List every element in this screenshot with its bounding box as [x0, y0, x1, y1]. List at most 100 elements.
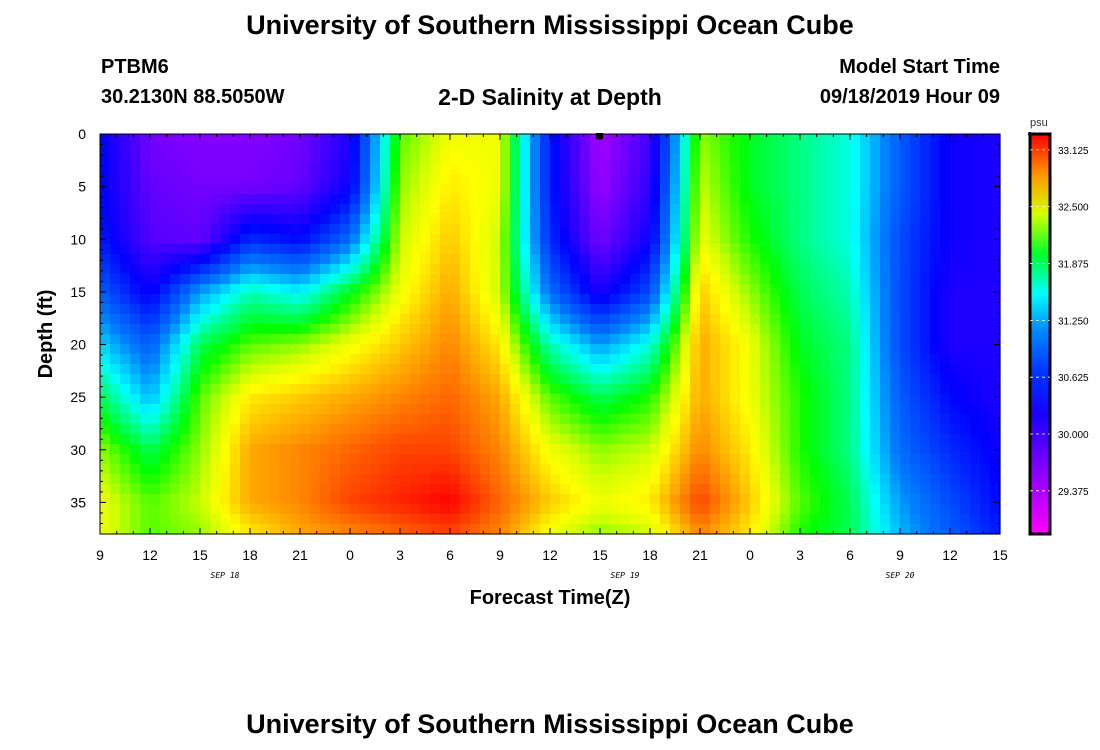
heatmap-cell [290, 224, 301, 235]
heatmap-cell [590, 214, 601, 225]
heatmap-cell [480, 514, 491, 525]
heatmap-cell [910, 444, 921, 455]
x-tick-label: 15 [592, 547, 608, 563]
heatmap-cell [210, 134, 221, 145]
heatmap-cell [380, 514, 391, 525]
heatmap-cell [820, 134, 831, 145]
heatmap-cell [550, 174, 561, 185]
heatmap-cell [250, 194, 261, 205]
heatmap-cell [980, 324, 991, 335]
heatmap-cell [420, 374, 431, 385]
heatmap-cell [630, 204, 641, 215]
heatmap-cell [650, 484, 661, 495]
heatmap-cell [820, 324, 831, 335]
heatmap-cell [540, 144, 551, 155]
heatmap-cell [930, 254, 941, 265]
heatmap-cell [450, 144, 461, 155]
heatmap-cell [650, 174, 661, 185]
heatmap-cell [570, 264, 581, 275]
heatmap-cell [820, 174, 831, 185]
heatmap-cell [850, 174, 861, 185]
heatmap-cell [780, 134, 791, 145]
heatmap-cell [870, 364, 881, 375]
heatmap-cell [940, 184, 951, 195]
heatmap-cell [680, 224, 691, 235]
heatmap-cell [400, 294, 411, 305]
heatmap-cell [450, 424, 461, 435]
heatmap-cell [210, 484, 221, 495]
heatmap-cell [210, 374, 221, 385]
heatmap-cell [420, 154, 431, 165]
heatmap-cell [760, 184, 771, 195]
heatmap-cell [600, 254, 611, 265]
heatmap-cell [120, 194, 131, 205]
heatmap-cell [170, 414, 181, 425]
heatmap-cell [350, 204, 361, 215]
heatmap-cell [720, 194, 731, 205]
heatmap-cell [930, 144, 941, 155]
heatmap-cell [690, 294, 701, 305]
heatmap-cell [350, 194, 361, 205]
heatmap-cell [860, 394, 871, 405]
heatmap-cell [320, 364, 331, 375]
heatmap-cell [330, 414, 341, 425]
heatmap-cell [530, 194, 541, 205]
heatmap-cell [100, 414, 111, 425]
heatmap-cell [820, 184, 831, 195]
heatmap-cell [830, 394, 841, 405]
heatmap-cell [370, 374, 381, 385]
heatmap-cell [920, 394, 931, 405]
heatmap-cell [300, 244, 311, 255]
heatmap-cell [840, 324, 851, 335]
heatmap-cell [440, 384, 451, 395]
heatmap-cell [620, 524, 631, 535]
heatmap-cell [970, 204, 981, 215]
heatmap-cell [520, 494, 531, 505]
heatmap-cell [670, 504, 681, 515]
heatmap-cell [360, 174, 371, 185]
heatmap-cell [720, 364, 731, 375]
heatmap-cell [380, 314, 391, 325]
heatmap-cell [330, 394, 341, 405]
heatmap-cell [310, 294, 321, 305]
heatmap-cell [200, 354, 211, 365]
heatmap-cell [720, 494, 731, 505]
heatmap-cell [320, 474, 331, 485]
heatmap-cell [320, 514, 331, 525]
heatmap-cell [400, 234, 411, 245]
heatmap-cell [810, 274, 821, 285]
heatmap-cell [720, 204, 731, 215]
heatmap-cell [230, 174, 241, 185]
heatmap-cell [500, 354, 511, 365]
heatmap-cell [180, 394, 191, 405]
heatmap-cell [580, 494, 591, 505]
heatmap-cell [810, 144, 821, 155]
heatmap-cell [600, 164, 611, 175]
heatmap-cell [320, 374, 331, 385]
heatmap-cell [920, 234, 931, 245]
heatmap-cell [300, 464, 311, 475]
heatmap-cell [690, 314, 701, 325]
heatmap-cell [330, 224, 341, 235]
heatmap-cell [130, 304, 141, 315]
heatmap-cell [730, 264, 741, 275]
heatmap-cell [610, 314, 621, 325]
heatmap-cell [920, 414, 931, 425]
heatmap-cell [390, 204, 401, 215]
heatmap-cell [240, 454, 251, 465]
heatmap-cell [510, 164, 521, 175]
heatmap-cell [240, 434, 251, 445]
heatmap-cell [410, 494, 421, 505]
heatmap-cell [830, 154, 841, 165]
heatmap-cell [550, 454, 561, 465]
heatmap-cell [820, 454, 831, 465]
heatmap-cell [330, 134, 341, 145]
heatmap-cell [830, 424, 841, 435]
heatmap-cell [440, 324, 451, 335]
heatmap-cell [790, 504, 801, 515]
heatmap-cell [370, 254, 381, 265]
heatmap-cell [450, 344, 461, 355]
heatmap-cell [700, 194, 711, 205]
heatmap-cell [970, 374, 981, 385]
heatmap-cell [840, 204, 851, 215]
